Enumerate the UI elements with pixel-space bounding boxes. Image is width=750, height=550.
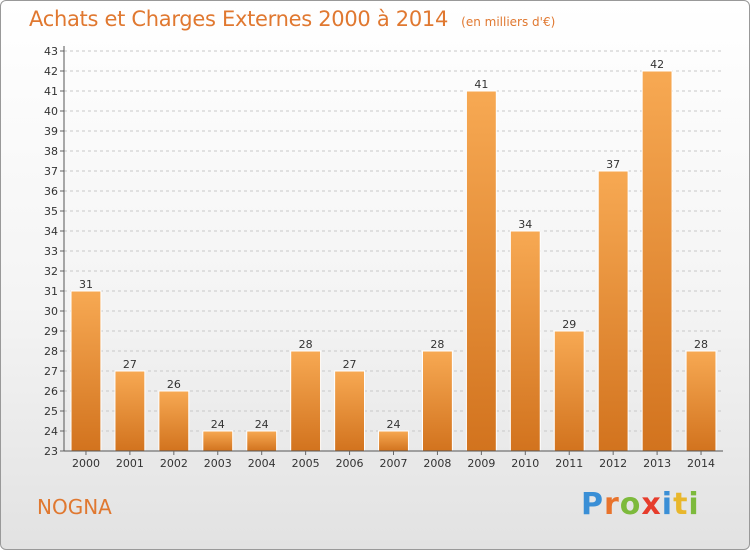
y-tick-label: 39 bbox=[44, 125, 58, 138]
y-tick-label: 41 bbox=[44, 85, 58, 98]
chart-title-block: Achats et Charges Externes 2000 à 2014 (… bbox=[29, 7, 555, 31]
bar-2010 bbox=[509, 230, 541, 452]
y-tick-label: 37 bbox=[44, 165, 58, 178]
logo-letter: x bbox=[641, 487, 662, 522]
x-tick-label: 2005 bbox=[292, 457, 320, 470]
bars bbox=[70, 70, 717, 452]
x-tick-label: 2013 bbox=[643, 457, 671, 470]
x-tick-label: 2012 bbox=[599, 457, 627, 470]
y-tick-label: 35 bbox=[44, 205, 58, 218]
bar-2007 bbox=[378, 430, 409, 452]
bar-2006 bbox=[334, 370, 366, 452]
x-tick-label: 2006 bbox=[336, 457, 364, 470]
x-tick-label: 2002 bbox=[160, 457, 188, 470]
x-tick-label: 2001 bbox=[116, 457, 144, 470]
y-tick-label: 36 bbox=[44, 185, 58, 198]
bar-2012 bbox=[597, 170, 629, 452]
y-tick-label: 42 bbox=[44, 65, 58, 78]
x-tick-label: 2008 bbox=[423, 457, 451, 470]
value-label: 34 bbox=[518, 218, 532, 231]
bar-2004 bbox=[246, 430, 278, 452]
bar-2002 bbox=[158, 390, 190, 452]
y-tick-label: 40 bbox=[44, 105, 58, 118]
bar-2005 bbox=[290, 350, 322, 452]
y-tick-label: 29 bbox=[44, 325, 58, 338]
bar-2009 bbox=[465, 90, 497, 452]
y-tick-label: 27 bbox=[44, 365, 58, 378]
y-tick-label: 23 bbox=[44, 445, 58, 458]
bar-2003 bbox=[202, 430, 234, 452]
value-label: 24 bbox=[387, 418, 401, 431]
bar-2008 bbox=[421, 350, 453, 452]
town-name: NOGNA bbox=[37, 495, 112, 519]
y-tick-label: 25 bbox=[44, 405, 58, 418]
logo-letter: o bbox=[619, 487, 642, 522]
bar-2014 bbox=[685, 350, 717, 452]
y-tick-label: 30 bbox=[44, 305, 58, 318]
y-tick-label: 28 bbox=[44, 345, 58, 358]
x-tick-label: 2011 bbox=[555, 457, 583, 470]
y-tick-label: 43 bbox=[44, 45, 58, 58]
chart-unit: (en milliers d'€) bbox=[461, 15, 556, 29]
y-tick-label: 32 bbox=[44, 265, 58, 278]
value-label: 29 bbox=[562, 318, 576, 331]
logo-letter: i bbox=[688, 487, 700, 522]
logo-letter: i bbox=[661, 487, 674, 522]
value-label: 42 bbox=[650, 58, 664, 71]
value-label: 24 bbox=[211, 418, 225, 431]
x-tick-labels: 2000 2001 2002 2003 2004 2005 2006 2007 2008 2009… bbox=[72, 457, 715, 470]
bar-2013 bbox=[641, 70, 673, 452]
value-label: 26 bbox=[167, 378, 181, 391]
value-labels: 31 27 26 24 24 28 27 24 28 41 34 29 37 42 28 bbox=[79, 58, 708, 431]
value-label: 24 bbox=[255, 418, 269, 431]
value-label: 28 bbox=[694, 338, 708, 351]
y-tick-label: 33 bbox=[44, 245, 58, 258]
bar-2001 bbox=[114, 370, 146, 452]
logo-letter: r bbox=[604, 487, 620, 522]
x-tick-label: 2004 bbox=[248, 457, 276, 470]
logo-letter: P bbox=[581, 487, 604, 522]
axes bbox=[63, 46, 723, 455]
x-tick-label: 2007 bbox=[380, 457, 408, 470]
x-tick-label: 2000 bbox=[72, 457, 100, 470]
x-tick-label: 2014 bbox=[687, 457, 715, 470]
x-tick-label: 2009 bbox=[467, 457, 495, 470]
y-tick-label: 34 bbox=[44, 225, 58, 238]
bar-2011 bbox=[553, 330, 585, 452]
value-label: 27 bbox=[343, 358, 357, 371]
y-tick-label: 24 bbox=[44, 425, 58, 438]
x-tick-label: 2003 bbox=[204, 457, 232, 470]
value-label: 27 bbox=[123, 358, 137, 371]
value-label: 28 bbox=[430, 338, 444, 351]
chart-title: Achats et Charges Externes 2000 à 2014 bbox=[29, 7, 449, 31]
value-label: 41 bbox=[474, 78, 488, 91]
y-tick-label: 38 bbox=[44, 145, 58, 158]
bar-2000 bbox=[70, 290, 102, 452]
y-tick-labels: 23 24 25 26 27 28 29 30 31 32 33 34 35 36 37 38 39 40 41 42… bbox=[44, 45, 58, 458]
x-tick-label: 2010 bbox=[511, 457, 539, 470]
y-tick-label: 26 bbox=[44, 385, 58, 398]
value-label: 31 bbox=[79, 278, 93, 291]
value-label: 37 bbox=[606, 158, 620, 171]
logo-letter: t bbox=[673, 487, 689, 522]
y-tick-label: 31 bbox=[44, 285, 58, 298]
proxiti-logo: Proxiti bbox=[581, 487, 700, 522]
value-label: 28 bbox=[299, 338, 313, 351]
